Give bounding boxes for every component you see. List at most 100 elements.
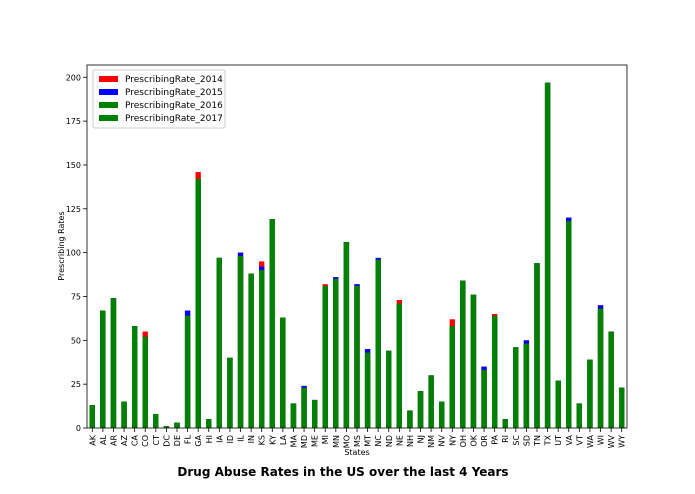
- x-tick-label: WV: [607, 434, 616, 448]
- bar: [428, 375, 434, 428]
- y-tick-label: 100: [66, 249, 81, 258]
- x-tick-label: NH: [406, 435, 415, 447]
- x-tick-label: KS: [258, 435, 267, 445]
- x-tick-label: NJ: [417, 435, 426, 443]
- x-tick-label: PA: [491, 434, 500, 444]
- x-tick-label: AL: [99, 434, 108, 444]
- bar: [534, 263, 540, 428]
- x-tick-label: NM: [427, 435, 436, 448]
- bar: [174, 422, 180, 428]
- x-tick-label: GA: [194, 434, 203, 446]
- y-tick-label: 50: [71, 336, 81, 345]
- bar: [248, 273, 254, 428]
- bar: [587, 359, 593, 428]
- x-tick-label: NC: [374, 435, 383, 447]
- x-tick-label: IN: [247, 435, 256, 443]
- x-tick-label: WI: [597, 435, 606, 445]
- bar: [237, 256, 244, 428]
- bar: [460, 280, 466, 428]
- x-tick-label: RI: [501, 435, 510, 443]
- legend-swatch: [99, 89, 118, 95]
- bar: [184, 315, 191, 428]
- x-tick-label: WA: [586, 434, 595, 447]
- x-tick-label: OR: [480, 435, 489, 447]
- chart-title: Drug Abuse Rates in the US over the last…: [177, 465, 508, 479]
- x-tick-label: SC: [512, 435, 521, 446]
- x-tick-label: KY: [268, 435, 277, 445]
- legend-label: PrescribingRate_2014: [125, 75, 223, 85]
- bar: [227, 357, 233, 428]
- x-tick-label: MA: [289, 434, 298, 447]
- bar: [100, 310, 106, 428]
- bar: [481, 370, 487, 428]
- bar: [364, 352, 371, 428]
- bar: [153, 413, 159, 428]
- x-tick-label: MN: [332, 435, 341, 448]
- x-tick-label: MI: [321, 435, 330, 444]
- x-tick-label: AR: [109, 435, 118, 446]
- x-axis-label: States: [344, 448, 369, 457]
- bar: [343, 242, 350, 428]
- x-tick-label: MD: [300, 435, 309, 448]
- legend-swatch: [99, 115, 118, 121]
- x-tick-label: MT: [364, 435, 373, 447]
- bar: [195, 178, 201, 428]
- bar: [470, 294, 477, 428]
- legend-swatch: [99, 102, 118, 108]
- bar: [407, 410, 413, 428]
- x-tick-label: ID: [226, 435, 235, 444]
- x-tick-label: UT: [554, 435, 563, 446]
- x-tick-label: NE: [395, 435, 404, 446]
- y-tick-label: 175: [66, 117, 81, 126]
- x-tick-label: NV: [438, 434, 447, 446]
- plot-frame: [86, 64, 628, 429]
- y-tick-label: 25: [71, 380, 81, 389]
- bar: [449, 326, 455, 428]
- bar: [608, 331, 614, 428]
- bar: [163, 426, 170, 428]
- bar: [216, 257, 222, 428]
- bar: [290, 403, 297, 428]
- x-tick-label: TN: [533, 435, 542, 447]
- bar: [322, 285, 328, 428]
- bar: [280, 317, 286, 428]
- x-tick-label: VA: [565, 434, 574, 445]
- x-tick-label: CO: [141, 435, 150, 447]
- x-tick-label: ND: [385, 435, 394, 447]
- x-tick-label: ME: [311, 435, 320, 447]
- y-tick-label: 125: [66, 205, 81, 214]
- bar: [386, 350, 392, 428]
- x-tick-label: AZ: [120, 434, 129, 445]
- x-tick-label: NY: [448, 435, 457, 446]
- bar: [354, 285, 360, 428]
- legend-label: PrescribingRate_2015: [125, 88, 223, 98]
- bar: [619, 387, 625, 428]
- x-tick-label: VT: [575, 435, 584, 445]
- x-tick-label: AK: [88, 434, 97, 445]
- bar: [142, 336, 148, 428]
- bar: [301, 387, 307, 428]
- bar: [439, 401, 445, 428]
- x-tick-label: SD: [522, 435, 531, 446]
- bar: [576, 403, 582, 428]
- bar: [110, 298, 117, 428]
- x-tick-label: MS: [353, 435, 362, 447]
- bar: [555, 380, 561, 428]
- x-tick-label: OK: [469, 434, 478, 446]
- bar: [597, 308, 604, 428]
- bar: [523, 343, 530, 428]
- x-tick-label: HI: [205, 435, 214, 443]
- bar: [89, 405, 95, 428]
- x-tick-label: CA: [131, 434, 140, 446]
- legend-swatch: [99, 76, 118, 82]
- x-tick-label: IA: [215, 434, 224, 442]
- bar: [513, 347, 519, 428]
- x-tick-label: CT: [152, 435, 161, 446]
- legend-label: PrescribingRate_2017: [125, 114, 223, 124]
- bar: [417, 391, 424, 428]
- bar: [375, 259, 381, 428]
- y-tick-label: 0: [76, 424, 81, 433]
- y-tick-label: 150: [66, 161, 81, 170]
- x-tick-label: DE: [173, 435, 182, 446]
